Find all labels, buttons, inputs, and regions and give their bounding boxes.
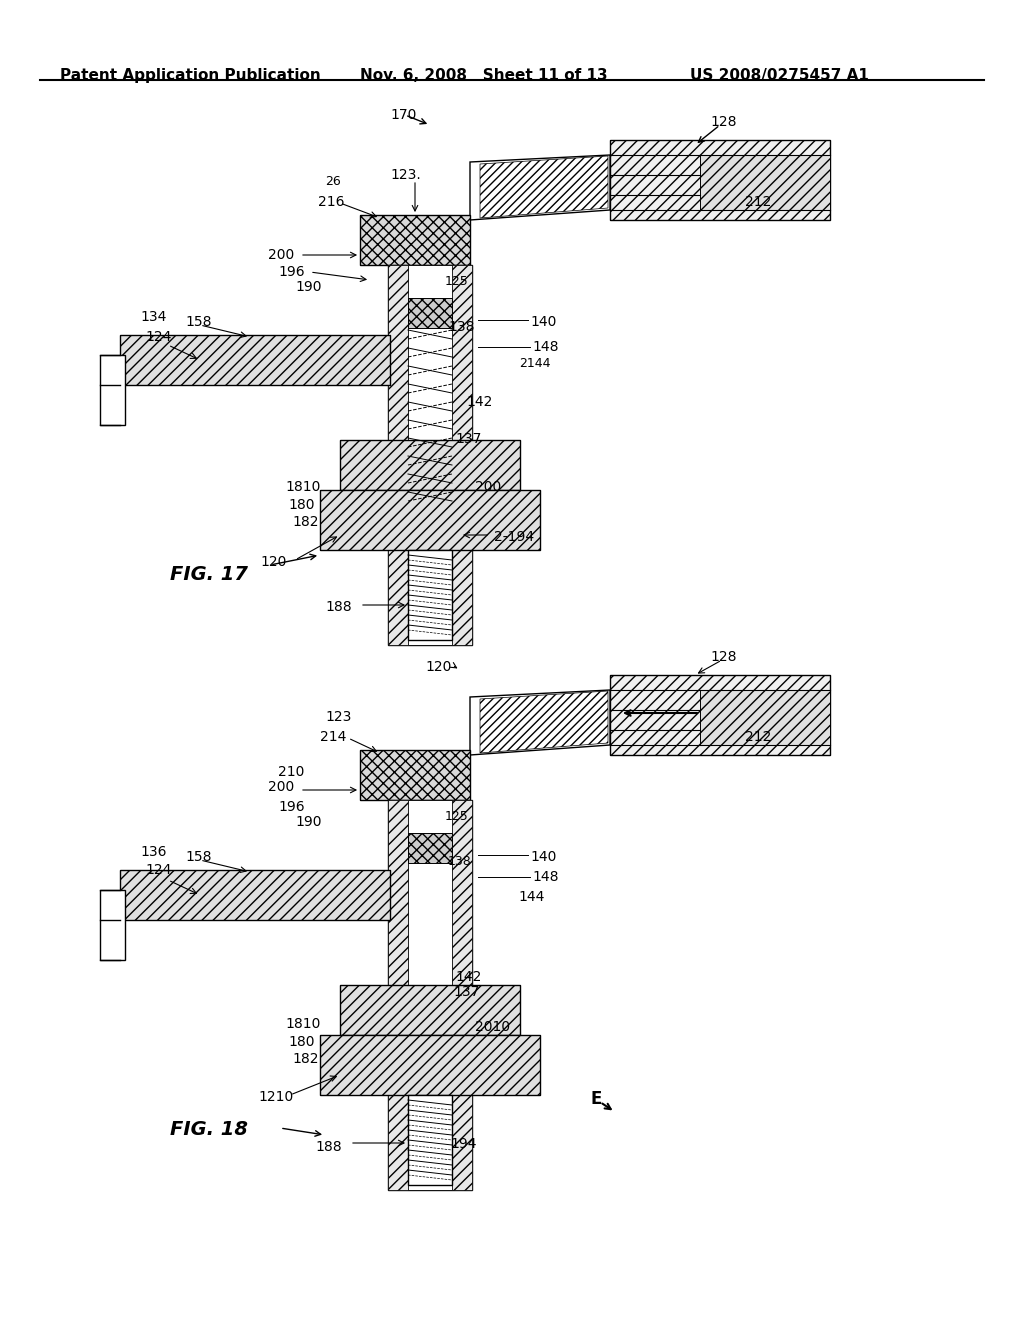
Text: 142: 142 bbox=[466, 395, 493, 409]
Bar bbox=[408, 550, 452, 640]
Text: 123: 123 bbox=[325, 710, 351, 723]
Text: 136: 136 bbox=[140, 845, 167, 859]
Text: US 2008/0275457 A1: US 2008/0275457 A1 bbox=[690, 69, 869, 83]
Text: 182: 182 bbox=[292, 1052, 318, 1067]
Bar bbox=[360, 750, 470, 800]
Text: 196: 196 bbox=[278, 265, 304, 279]
Bar bbox=[610, 675, 830, 755]
Text: 196: 196 bbox=[278, 800, 304, 814]
Bar bbox=[340, 985, 520, 1035]
Bar bbox=[120, 335, 390, 385]
Text: 1810: 1810 bbox=[285, 1016, 321, 1031]
Text: Patent Application Publication: Patent Application Publication bbox=[60, 69, 321, 83]
Bar bbox=[319, 490, 540, 550]
Bar bbox=[388, 265, 408, 645]
Text: 2144: 2144 bbox=[519, 356, 551, 370]
Text: 214: 214 bbox=[319, 730, 346, 744]
Polygon shape bbox=[470, 154, 610, 220]
Text: 212: 212 bbox=[745, 730, 771, 744]
Text: 200: 200 bbox=[268, 780, 294, 795]
Text: 180: 180 bbox=[288, 498, 314, 512]
Bar bbox=[700, 154, 830, 210]
Text: 200: 200 bbox=[475, 480, 502, 494]
Text: 26: 26 bbox=[325, 176, 341, 187]
Text: 140: 140 bbox=[530, 850, 556, 865]
Bar bbox=[388, 800, 472, 1191]
Text: 188: 188 bbox=[315, 1140, 342, 1154]
Bar bbox=[319, 1035, 540, 1096]
Bar bbox=[120, 870, 390, 920]
Polygon shape bbox=[480, 690, 608, 752]
Text: 144: 144 bbox=[518, 890, 545, 904]
Bar bbox=[360, 215, 470, 265]
Text: 124: 124 bbox=[145, 330, 171, 345]
Bar bbox=[408, 298, 452, 327]
Bar bbox=[408, 800, 452, 1191]
Text: 200: 200 bbox=[268, 248, 294, 261]
Text: 128: 128 bbox=[710, 115, 736, 129]
Bar bbox=[100, 890, 125, 960]
Bar bbox=[452, 265, 472, 645]
Bar bbox=[319, 490, 540, 550]
Text: 125: 125 bbox=[445, 275, 469, 288]
Text: 1810: 1810 bbox=[285, 480, 321, 494]
Text: 170: 170 bbox=[390, 108, 417, 121]
Bar bbox=[120, 870, 390, 920]
Text: 120: 120 bbox=[260, 554, 287, 569]
Text: 134: 134 bbox=[140, 310, 166, 323]
Text: 1210: 1210 bbox=[258, 1090, 293, 1104]
Bar bbox=[610, 140, 830, 220]
Text: 210: 210 bbox=[278, 766, 304, 779]
Text: 140: 140 bbox=[530, 315, 556, 329]
Text: FIG. 17: FIG. 17 bbox=[170, 565, 248, 583]
Text: 158: 158 bbox=[185, 850, 212, 865]
Bar bbox=[610, 675, 830, 755]
Bar bbox=[100, 355, 125, 425]
Text: 190: 190 bbox=[295, 814, 322, 829]
Polygon shape bbox=[480, 156, 608, 218]
Text: 2-194: 2-194 bbox=[494, 531, 535, 544]
Bar bbox=[340, 440, 520, 490]
Bar bbox=[319, 1035, 540, 1096]
Text: Nov. 6, 2008   Sheet 11 of 13: Nov. 6, 2008 Sheet 11 of 13 bbox=[360, 69, 607, 83]
Text: 138: 138 bbox=[449, 855, 472, 869]
Bar bbox=[700, 690, 830, 744]
Text: 190: 190 bbox=[295, 280, 322, 294]
Text: 148: 148 bbox=[532, 341, 558, 354]
Text: 2010: 2010 bbox=[475, 1020, 510, 1034]
Bar bbox=[452, 800, 472, 1191]
Text: 182: 182 bbox=[292, 515, 318, 529]
Bar bbox=[360, 750, 470, 800]
Text: E: E bbox=[590, 1090, 601, 1107]
Bar bbox=[120, 335, 390, 385]
Text: 216: 216 bbox=[318, 195, 344, 209]
Text: FIG. 18: FIG. 18 bbox=[170, 1119, 248, 1139]
Bar bbox=[408, 833, 452, 863]
Text: 137: 137 bbox=[455, 432, 481, 446]
Bar bbox=[610, 140, 830, 220]
Text: 125: 125 bbox=[445, 810, 469, 822]
Text: 128: 128 bbox=[710, 649, 736, 664]
Bar bbox=[388, 265, 472, 645]
Text: 148: 148 bbox=[532, 870, 558, 884]
Text: 124: 124 bbox=[145, 863, 171, 876]
Bar bbox=[360, 215, 470, 265]
Text: 188: 188 bbox=[325, 601, 351, 614]
Text: 194: 194 bbox=[450, 1137, 476, 1151]
Text: 212: 212 bbox=[745, 195, 771, 209]
Text: 120: 120 bbox=[425, 660, 452, 675]
Text: 138: 138 bbox=[449, 319, 474, 334]
Bar bbox=[388, 800, 408, 1191]
Bar bbox=[408, 1096, 452, 1185]
Text: 180: 180 bbox=[288, 1035, 314, 1049]
Polygon shape bbox=[470, 690, 610, 755]
Text: 142: 142 bbox=[455, 970, 481, 983]
Text: 137: 137 bbox=[453, 985, 479, 999]
Text: 158: 158 bbox=[185, 315, 212, 329]
Text: 123.: 123. bbox=[390, 168, 421, 182]
Bar bbox=[408, 265, 452, 645]
Bar bbox=[340, 985, 520, 1035]
Bar bbox=[340, 440, 520, 490]
